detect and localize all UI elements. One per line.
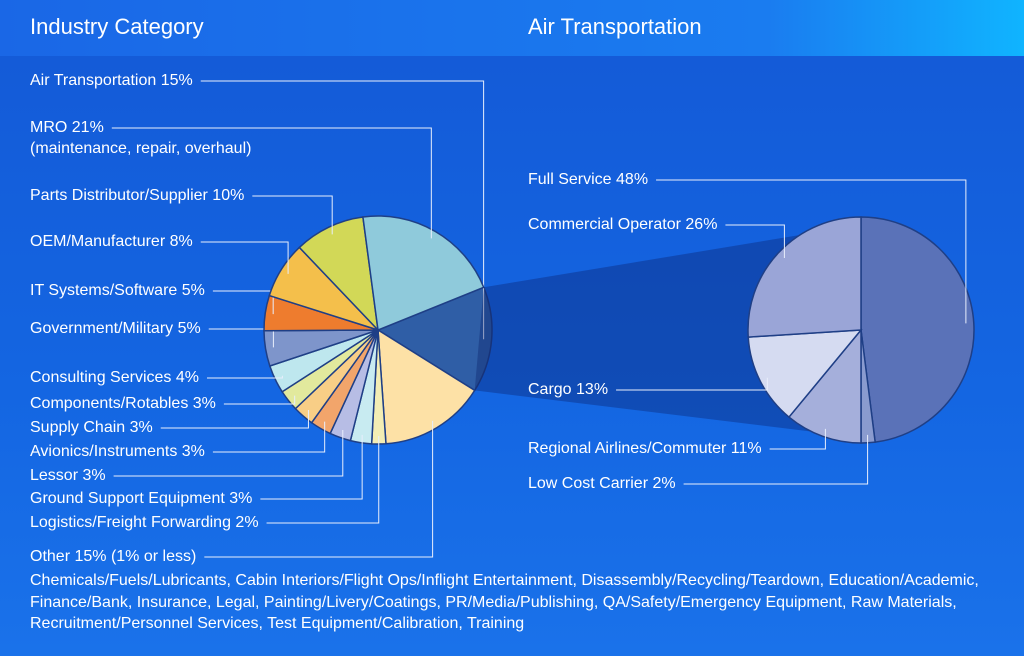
leader-line	[252, 195, 333, 235]
chart-title: Air Transportation	[528, 14, 702, 39]
value-label: 10%	[212, 187, 244, 204]
value-label: 3%	[229, 490, 252, 507]
value-label: 15%	[74, 548, 106, 565]
slice-label: Regional Airlines/Commuter 11%	[528, 440, 762, 457]
category-name: Supply Chain	[30, 419, 125, 436]
pie-slice	[362, 215, 485, 332]
slice-label: Commercial Operator 26%	[528, 216, 717, 233]
label-note: (1% or less)	[111, 548, 196, 565]
slice-label: Avionics/Instruments 3%	[30, 443, 205, 460]
header-band	[0, 0, 1024, 56]
value-label: 48%	[616, 171, 648, 188]
slice-label: Ground Support Equipment 3%	[30, 490, 252, 507]
category-name: Ground Support Equipment	[30, 490, 225, 507]
slice-label: Lessor 3%	[30, 467, 106, 484]
leader-line	[160, 410, 309, 429]
pie-slice	[747, 329, 863, 419]
leader-line	[683, 434, 869, 485]
value-label: 3%	[182, 443, 205, 460]
slice-label: Components/Rotables 3%	[30, 395, 216, 412]
value-label: 8%	[170, 233, 193, 250]
value-label: 5%	[182, 282, 205, 299]
slice-label: IT Systems/Software 5%	[30, 282, 205, 299]
connector-wedge	[474, 235, 815, 432]
slice-label: MRO 21%	[30, 119, 104, 136]
slice-label: Parts Distributor/Supplier 10%	[30, 187, 244, 204]
leader-line	[113, 430, 344, 477]
pie-slice	[377, 328, 476, 445]
category-name: Government/Military	[30, 320, 173, 337]
pie-slice	[747, 216, 862, 338]
leader-line	[200, 241, 289, 274]
category-name: Cargo	[528, 381, 572, 398]
other-categories-list: Chemicals/Fuels/Lubricants, Cabin Interi…	[30, 572, 979, 632]
category-name: Lessor	[30, 467, 79, 484]
pie-slice	[860, 216, 975, 443]
slice-label: Government/Military 5%	[30, 320, 201, 337]
leader-line	[212, 290, 274, 315]
category-name: Avionics/Instruments	[30, 443, 177, 460]
leader-line	[206, 375, 283, 379]
slice-label: Air Transportation 15%	[30, 72, 193, 89]
category-name: Commercial Operator	[528, 216, 682, 233]
value-label: 21%	[72, 119, 104, 136]
category-name: Air Transportation	[30, 72, 156, 89]
value-label: 26%	[685, 216, 717, 233]
slice-label: Full Service 48%	[528, 171, 648, 188]
chart-title: Industry Category	[30, 14, 204, 39]
category-name: Parts Distributor/Supplier	[30, 187, 209, 204]
leader-line	[266, 436, 380, 524]
leader-line	[769, 428, 826, 450]
category-name: Regional Airlines/Commuter	[528, 440, 727, 457]
category-name: Components/Rotables	[30, 395, 188, 412]
category-name: Consulting Services	[30, 369, 171, 386]
value-label: 13%	[576, 381, 608, 398]
value-label: 4%	[176, 369, 199, 386]
slice-label: Consulting Services 4%	[30, 369, 199, 386]
slice-label: Supply Chain 3%	[30, 419, 153, 436]
leader-line	[260, 434, 363, 500]
category-name: Logistics/Freight Forwarding	[30, 514, 231, 531]
value-label: 3%	[82, 467, 105, 484]
pie-slice	[298, 216, 380, 333]
value-label: 3%	[193, 395, 216, 412]
category-name: MRO	[30, 119, 67, 136]
leader-line	[223, 395, 296, 405]
value-label: 2%	[652, 475, 675, 492]
value-label: 5%	[178, 320, 201, 337]
category-name: OEM/Manufacturer	[30, 233, 166, 250]
slice-label: Low Cost Carrier 2%	[528, 475, 676, 492]
category-name: Other	[30, 548, 71, 565]
value-label: 2%	[235, 514, 258, 531]
pie-slice	[376, 286, 493, 392]
value-label: 15%	[161, 72, 193, 89]
label-note: (maintenance, repair, overhaul)	[30, 140, 251, 157]
leader-line	[616, 377, 768, 391]
category-name: Full Service	[528, 171, 612, 188]
leader-line	[111, 127, 432, 239]
leader-line	[656, 179, 967, 324]
category-name: Low Cost Carrier	[528, 475, 649, 492]
slice-label: Other 15% (1% or less)	[30, 548, 196, 565]
leader-line	[212, 421, 326, 453]
air-transport-pie: Full Service 48% Low Cost Carrier 2% Regio…	[528, 171, 975, 492]
slice-label: Logistics/Freight Forwarding 2%	[30, 514, 259, 531]
slice-label: Cargo 13%	[528, 381, 608, 398]
value-label: 11%	[731, 440, 762, 457]
category-name: IT Systems/Software	[30, 282, 177, 299]
slice-label: OEM/Manufacturer 8%	[30, 233, 193, 250]
value-label: 3%	[130, 419, 153, 436]
leader-line	[725, 224, 785, 259]
leader-line	[200, 80, 485, 340]
pie-slice	[787, 327, 862, 444]
industry-pie: Air Transportation 15%Other 15% (1% or l…	[30, 72, 493, 565]
leader-line	[204, 420, 434, 558]
